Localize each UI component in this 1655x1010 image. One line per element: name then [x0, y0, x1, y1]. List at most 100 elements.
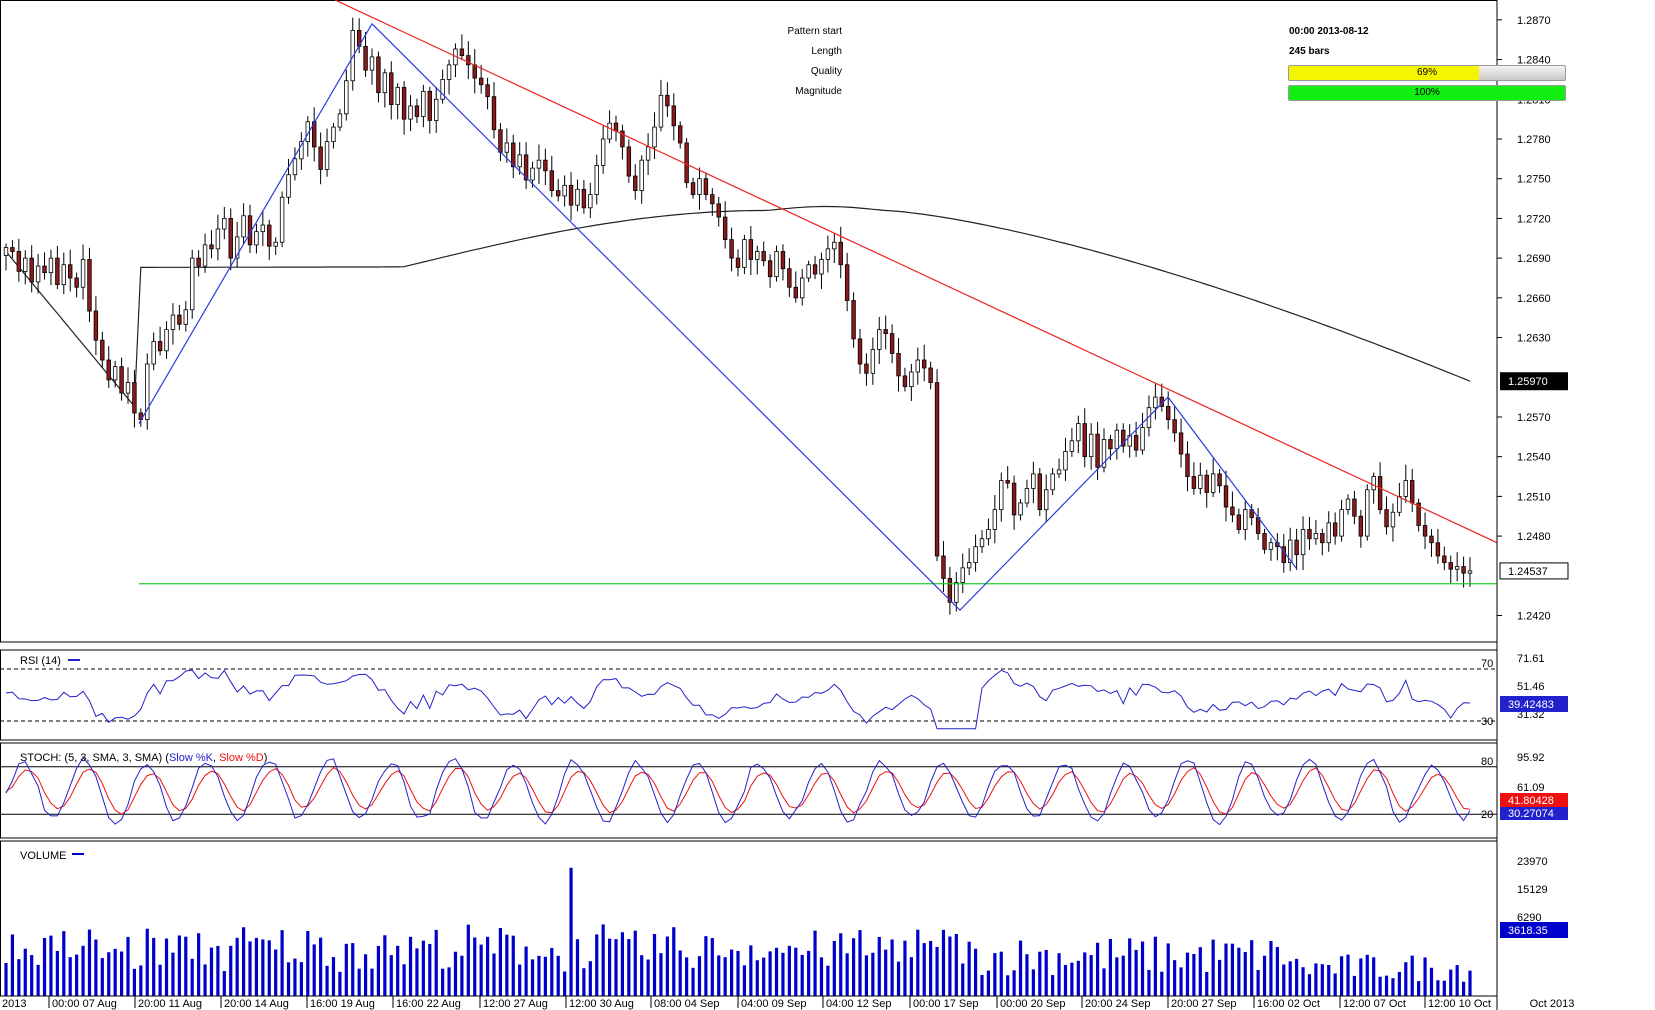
candle — [889, 324, 895, 364]
candle-body — [1397, 495, 1402, 513]
candle-body — [1461, 566, 1466, 574]
candle — [299, 132, 304, 170]
price-tick-label: 1.2870 — [1517, 15, 1551, 27]
candle-body — [254, 231, 259, 246]
candle-body — [1358, 515, 1364, 537]
time-tick-label: 12:00 30 Aug — [569, 998, 634, 1010]
candle — [703, 172, 709, 201]
candle-body — [1410, 480, 1415, 504]
ma-value-box — [1500, 372, 1568, 391]
volume-bar — [1230, 943, 1235, 996]
volume-bar — [839, 933, 843, 996]
volume-bar — [36, 964, 40, 996]
volume-bar — [1243, 952, 1247, 996]
candle — [1236, 508, 1242, 534]
time-tick-label: 04:00 09 Sep — [741, 998, 806, 1010]
candle-body — [966, 562, 972, 569]
candle — [690, 177, 696, 199]
candle-body — [459, 48, 465, 56]
candle — [922, 344, 927, 382]
candle — [273, 237, 278, 256]
length-label: Length — [811, 46, 842, 57]
volume-bar — [1224, 943, 1228, 996]
price-tick-label: 1.2780 — [1517, 134, 1551, 146]
candle-body — [1095, 433, 1100, 468]
candle-body — [87, 259, 92, 312]
candle — [633, 164, 638, 200]
candle-body — [215, 228, 221, 250]
candle — [80, 244, 86, 300]
volume-bar — [1038, 951, 1042, 996]
quality-bar: 69% — [1288, 65, 1566, 81]
candle-body — [478, 77, 484, 86]
volume-bar — [1359, 958, 1363, 996]
candle — [1371, 472, 1376, 504]
rsi-label: RSI (14) — [20, 655, 61, 667]
candle-body — [1082, 423, 1087, 458]
volume-bar — [376, 945, 381, 996]
volume-bar — [890, 939, 894, 996]
rsi-frame — [0, 649, 1498, 741]
candle-body — [1442, 555, 1447, 563]
candle-body — [819, 259, 824, 275]
moving-average-line — [5, 205, 1471, 408]
quality-label: Quality — [810, 66, 842, 77]
candle-body — [652, 126, 657, 148]
volume-bar — [1044, 950, 1048, 996]
volume-bar — [935, 946, 939, 996]
candle-body — [568, 184, 574, 206]
quality-value: 69% — [1416, 67, 1437, 78]
volume-bar — [498, 928, 503, 996]
candle — [157, 326, 163, 356]
candle-body — [279, 196, 285, 243]
volume-bar — [505, 934, 509, 996]
volume-tick-label: 6290 — [1517, 912, 1541, 924]
volume-bar — [993, 953, 997, 996]
candle — [177, 304, 182, 331]
time-tick-label: 00:00 20 Sep — [1000, 998, 1065, 1010]
candle — [350, 17, 355, 91]
candle-body — [722, 216, 728, 240]
candle-body — [48, 257, 54, 274]
volume-bar — [113, 948, 117, 996]
candle — [1448, 555, 1453, 584]
candle-body — [466, 55, 471, 66]
candle — [1031, 461, 1036, 504]
volume-bar — [286, 962, 291, 996]
candle — [29, 245, 34, 293]
candle-body — [1140, 427, 1145, 451]
length-value: 245 bars — [1289, 46, 1330, 57]
candle-body — [369, 56, 375, 71]
candle — [1397, 482, 1402, 517]
candle — [1018, 499, 1023, 521]
candle-body — [100, 339, 105, 361]
candle — [543, 148, 548, 186]
candle — [190, 249, 195, 319]
candle — [125, 367, 131, 404]
candle-body — [151, 341, 156, 365]
time-tick-label: 20:00 14 Aug — [224, 998, 289, 1010]
candle — [812, 255, 818, 280]
volume-bar — [588, 961, 592, 996]
volume-bar — [954, 934, 958, 996]
candle — [999, 472, 1004, 522]
candle-body — [806, 264, 811, 279]
volume-bar — [858, 930, 862, 996]
volume-bar — [537, 955, 541, 996]
volume-tick-label: 15129 — [1517, 884, 1548, 896]
volume-bar — [518, 964, 522, 996]
volume-bar — [338, 971, 342, 996]
volume-bar — [402, 964, 406, 996]
volume-bar — [601, 924, 605, 996]
volume-bar — [1076, 960, 1080, 996]
volume-bar — [389, 955, 393, 996]
stoch-k-value-box — [1500, 806, 1568, 820]
volume-bar — [1320, 964, 1324, 996]
candle — [581, 179, 587, 214]
candle — [1268, 537, 1274, 561]
stoch-d-value-label: 41.80428 — [1508, 795, 1554, 807]
candle — [395, 83, 400, 120]
candle — [549, 155, 554, 197]
volume-bar — [10, 934, 15, 996]
candle — [1230, 491, 1235, 523]
